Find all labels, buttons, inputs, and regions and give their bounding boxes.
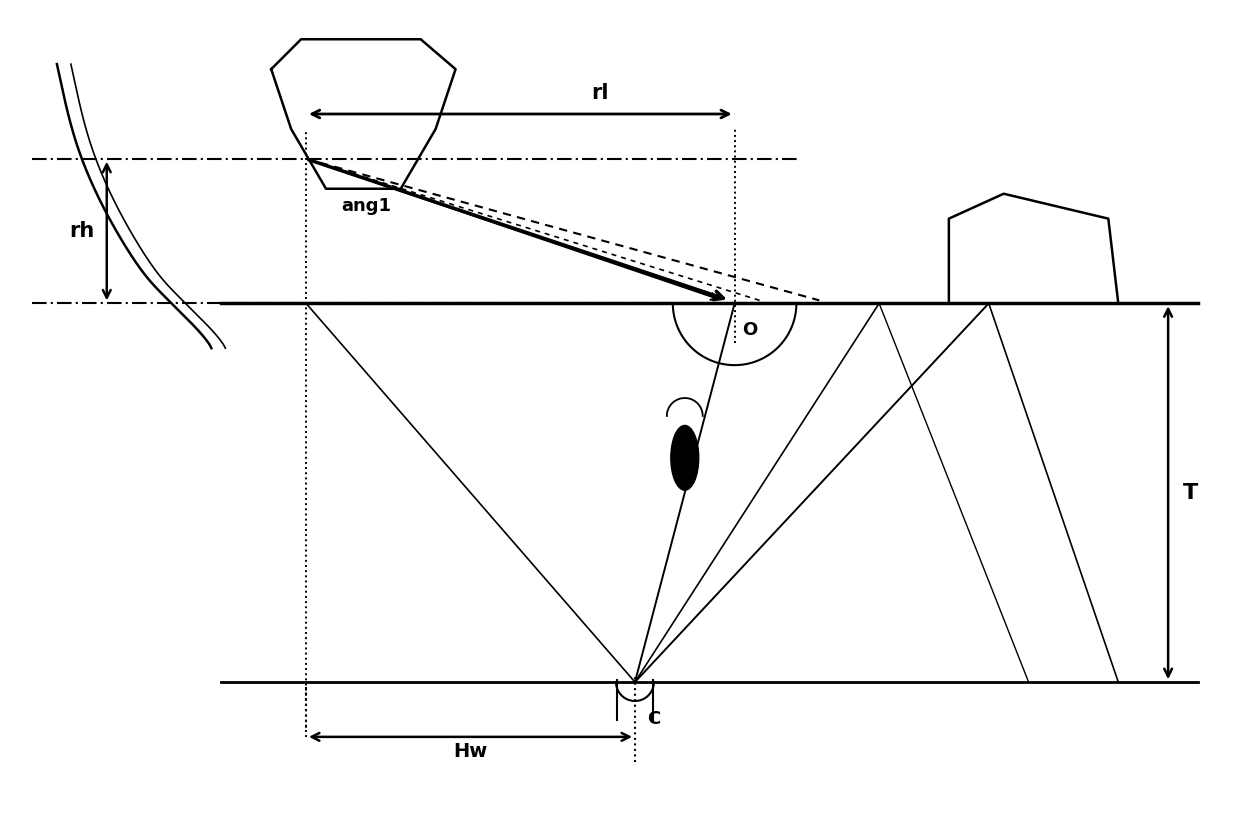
Text: O: O	[743, 321, 758, 339]
Text: Hw: Hw	[454, 741, 487, 761]
Text: ang1: ang1	[341, 197, 391, 215]
Text: rh: rh	[69, 221, 94, 241]
Text: C: C	[647, 710, 660, 728]
Ellipse shape	[671, 425, 698, 490]
Text: rl: rl	[591, 83, 609, 103]
Text: T: T	[1183, 483, 1198, 502]
